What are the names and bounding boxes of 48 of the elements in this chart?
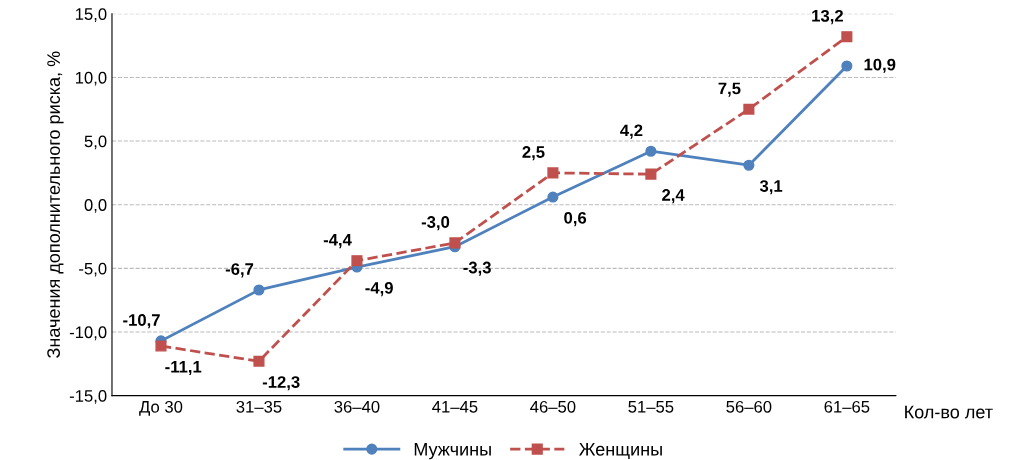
x-tick-label: 46–50	[530, 400, 576, 413]
point	[841, 60, 853, 72]
x-tick-label: 36–40	[334, 400, 380, 413]
data-label: 2,4	[662, 189, 685, 204]
y-tick-label: -15,0	[69, 390, 107, 404]
data-label: 0,6	[564, 211, 587, 227]
x-tick-label: До 30	[139, 400, 183, 416]
point	[841, 31, 853, 43]
x-axis-title: Кол-во лет	[905, 405, 993, 419]
point	[743, 159, 755, 171]
point	[743, 103, 755, 115]
point	[253, 355, 265, 367]
data-label: -4,9	[365, 281, 393, 297]
data-label: 4,2	[620, 124, 643, 139]
x-tick-label: 56–60	[726, 400, 772, 413]
data-label: -12,3	[262, 376, 300, 391]
y-tick-label: 0,0	[84, 199, 107, 213]
point	[547, 167, 559, 179]
x-tick-label: 51–55	[628, 401, 674, 413]
data-label: -4,4	[323, 234, 352, 249]
data-label: -10,7	[123, 314, 160, 329]
data-label: -11,1	[165, 361, 202, 376]
point	[547, 191, 559, 203]
y-tick-label: 10,0	[75, 71, 107, 86]
y-tick-label: -10,0	[69, 326, 107, 341]
y-tick-label: 5,0	[84, 135, 107, 150]
data-label: 3,1	[759, 180, 783, 195]
x-tick-label: 31–35	[236, 400, 282, 413]
y-tick-label: -5,0	[79, 262, 107, 277]
data-label: 13,2	[812, 9, 843, 25]
data-label: 10,9	[864, 58, 896, 73]
point	[449, 237, 461, 249]
data-label: -3,0	[421, 216, 450, 231]
point	[645, 145, 657, 157]
y-axis-title: Значения дополнительного риска, %	[47, 51, 64, 358]
data-label: 7,5	[718, 82, 741, 97]
point	[351, 255, 363, 267]
x-tick-label: 61–65	[824, 400, 870, 413]
x-tick-label: 41–45	[432, 401, 478, 413]
data-label: -3,3	[463, 261, 491, 276]
data-label: 2,5	[522, 146, 545, 161]
data-label: -6,7	[225, 263, 254, 278]
point	[155, 340, 167, 352]
y-tick-label: 15,0	[75, 8, 107, 22]
point	[253, 284, 265, 296]
point	[645, 168, 657, 180]
legend-label: Мужчины	[414, 443, 491, 460]
legend-label: Женщины	[579, 443, 662, 460]
